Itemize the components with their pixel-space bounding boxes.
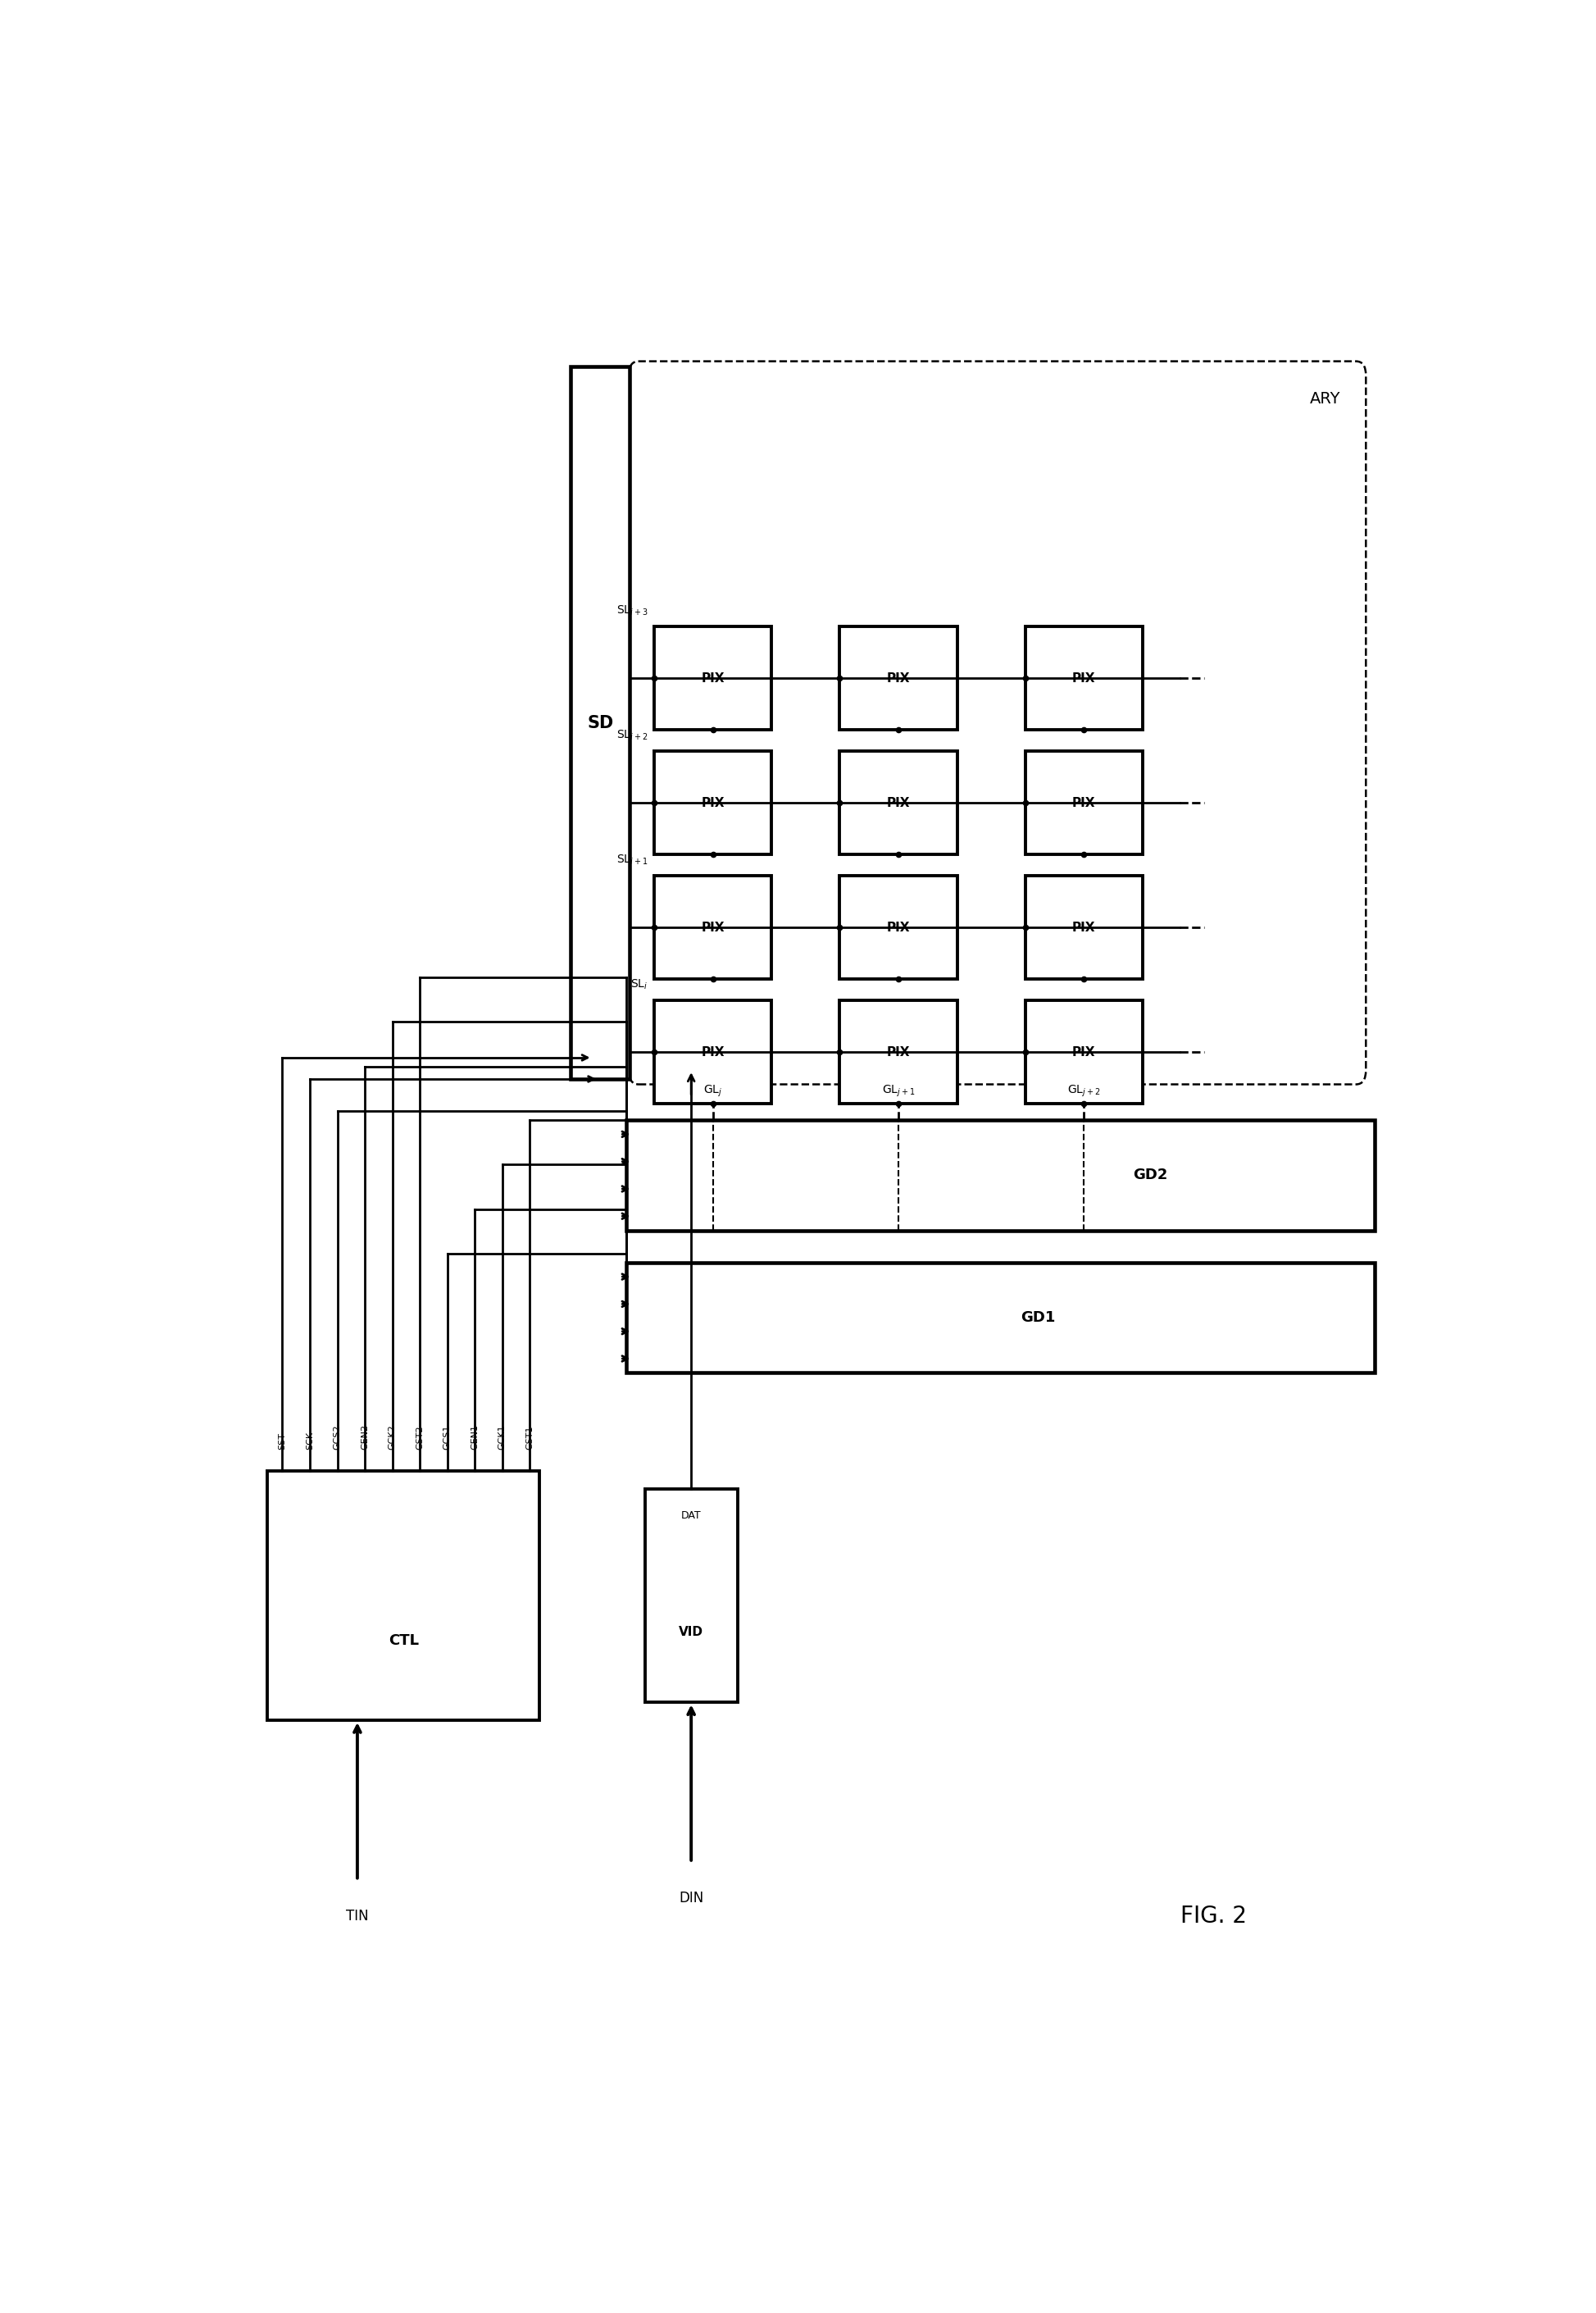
- Text: PIX: PIX: [701, 1045, 725, 1059]
- Bar: [839, 627, 958, 731]
- Text: GL$_j$: GL$_j$: [704, 1082, 723, 1099]
- Text: SL$_{i+1}$: SL$_{i+1}$: [616, 853, 648, 867]
- Text: PIX: PIX: [887, 1045, 910, 1059]
- Text: GEN1: GEN1: [471, 1425, 479, 1450]
- Text: PIX: PIX: [701, 673, 725, 685]
- Bar: [268, 1471, 539, 1721]
- Text: CTL: CTL: [388, 1633, 418, 1647]
- Bar: [839, 1002, 958, 1103]
- Bar: [1025, 752, 1143, 853]
- Text: VID: VID: [678, 1626, 704, 1638]
- Text: SL$_{i+3}$: SL$_{i+3}$: [616, 604, 648, 618]
- Text: PIX: PIX: [701, 921, 725, 934]
- Text: GST1: GST1: [525, 1425, 533, 1450]
- Bar: [654, 877, 771, 978]
- Text: GEN2: GEN2: [361, 1425, 369, 1450]
- Text: SCK: SCK: [306, 1432, 314, 1450]
- Text: GD1: GD1: [1020, 1309, 1055, 1325]
- Bar: [626, 1119, 1374, 1231]
- Text: PIX: PIX: [1073, 1045, 1095, 1059]
- Text: GCS2: GCS2: [334, 1425, 342, 1450]
- Bar: [839, 877, 958, 978]
- Text: GCK2: GCK2: [388, 1425, 396, 1450]
- Text: SL$_i$: SL$_i$: [630, 978, 648, 992]
- Text: PIX: PIX: [1073, 921, 1095, 934]
- Text: SST: SST: [278, 1432, 286, 1450]
- Text: DAT: DAT: [681, 1510, 701, 1520]
- Text: SD: SD: [587, 715, 613, 731]
- Text: GST2: GST2: [415, 1425, 425, 1450]
- Text: GCS1: GCS1: [444, 1425, 452, 1450]
- Text: GD2: GD2: [1133, 1168, 1167, 1182]
- Text: PIX: PIX: [887, 673, 910, 685]
- Bar: [626, 1263, 1374, 1374]
- Text: TIN: TIN: [346, 1908, 369, 1924]
- Text: PIX: PIX: [1073, 673, 1095, 685]
- Bar: [654, 1002, 771, 1103]
- Text: FIG. 2: FIG. 2: [1181, 1904, 1246, 1927]
- Bar: [1025, 627, 1143, 731]
- Text: ARY: ARY: [1310, 391, 1341, 407]
- Text: PIX: PIX: [701, 796, 725, 810]
- Bar: [1025, 1002, 1143, 1103]
- Text: SL$_{i+2}$: SL$_{i+2}$: [616, 729, 648, 742]
- Text: PIX: PIX: [887, 796, 910, 810]
- Bar: [654, 627, 771, 731]
- Bar: [571, 365, 630, 1078]
- Text: PIX: PIX: [887, 921, 910, 934]
- Bar: [654, 752, 771, 853]
- Text: GCK1: GCK1: [498, 1425, 506, 1450]
- Bar: [645, 1490, 737, 1702]
- Text: PIX: PIX: [1073, 796, 1095, 810]
- Bar: [839, 752, 958, 853]
- Text: GL$_{j+1}$: GL$_{j+1}$: [881, 1082, 915, 1099]
- Text: DIN: DIN: [678, 1892, 704, 1906]
- Bar: [1025, 877, 1143, 978]
- Text: GL$_{j+2}$: GL$_{j+2}$: [1068, 1082, 1101, 1099]
